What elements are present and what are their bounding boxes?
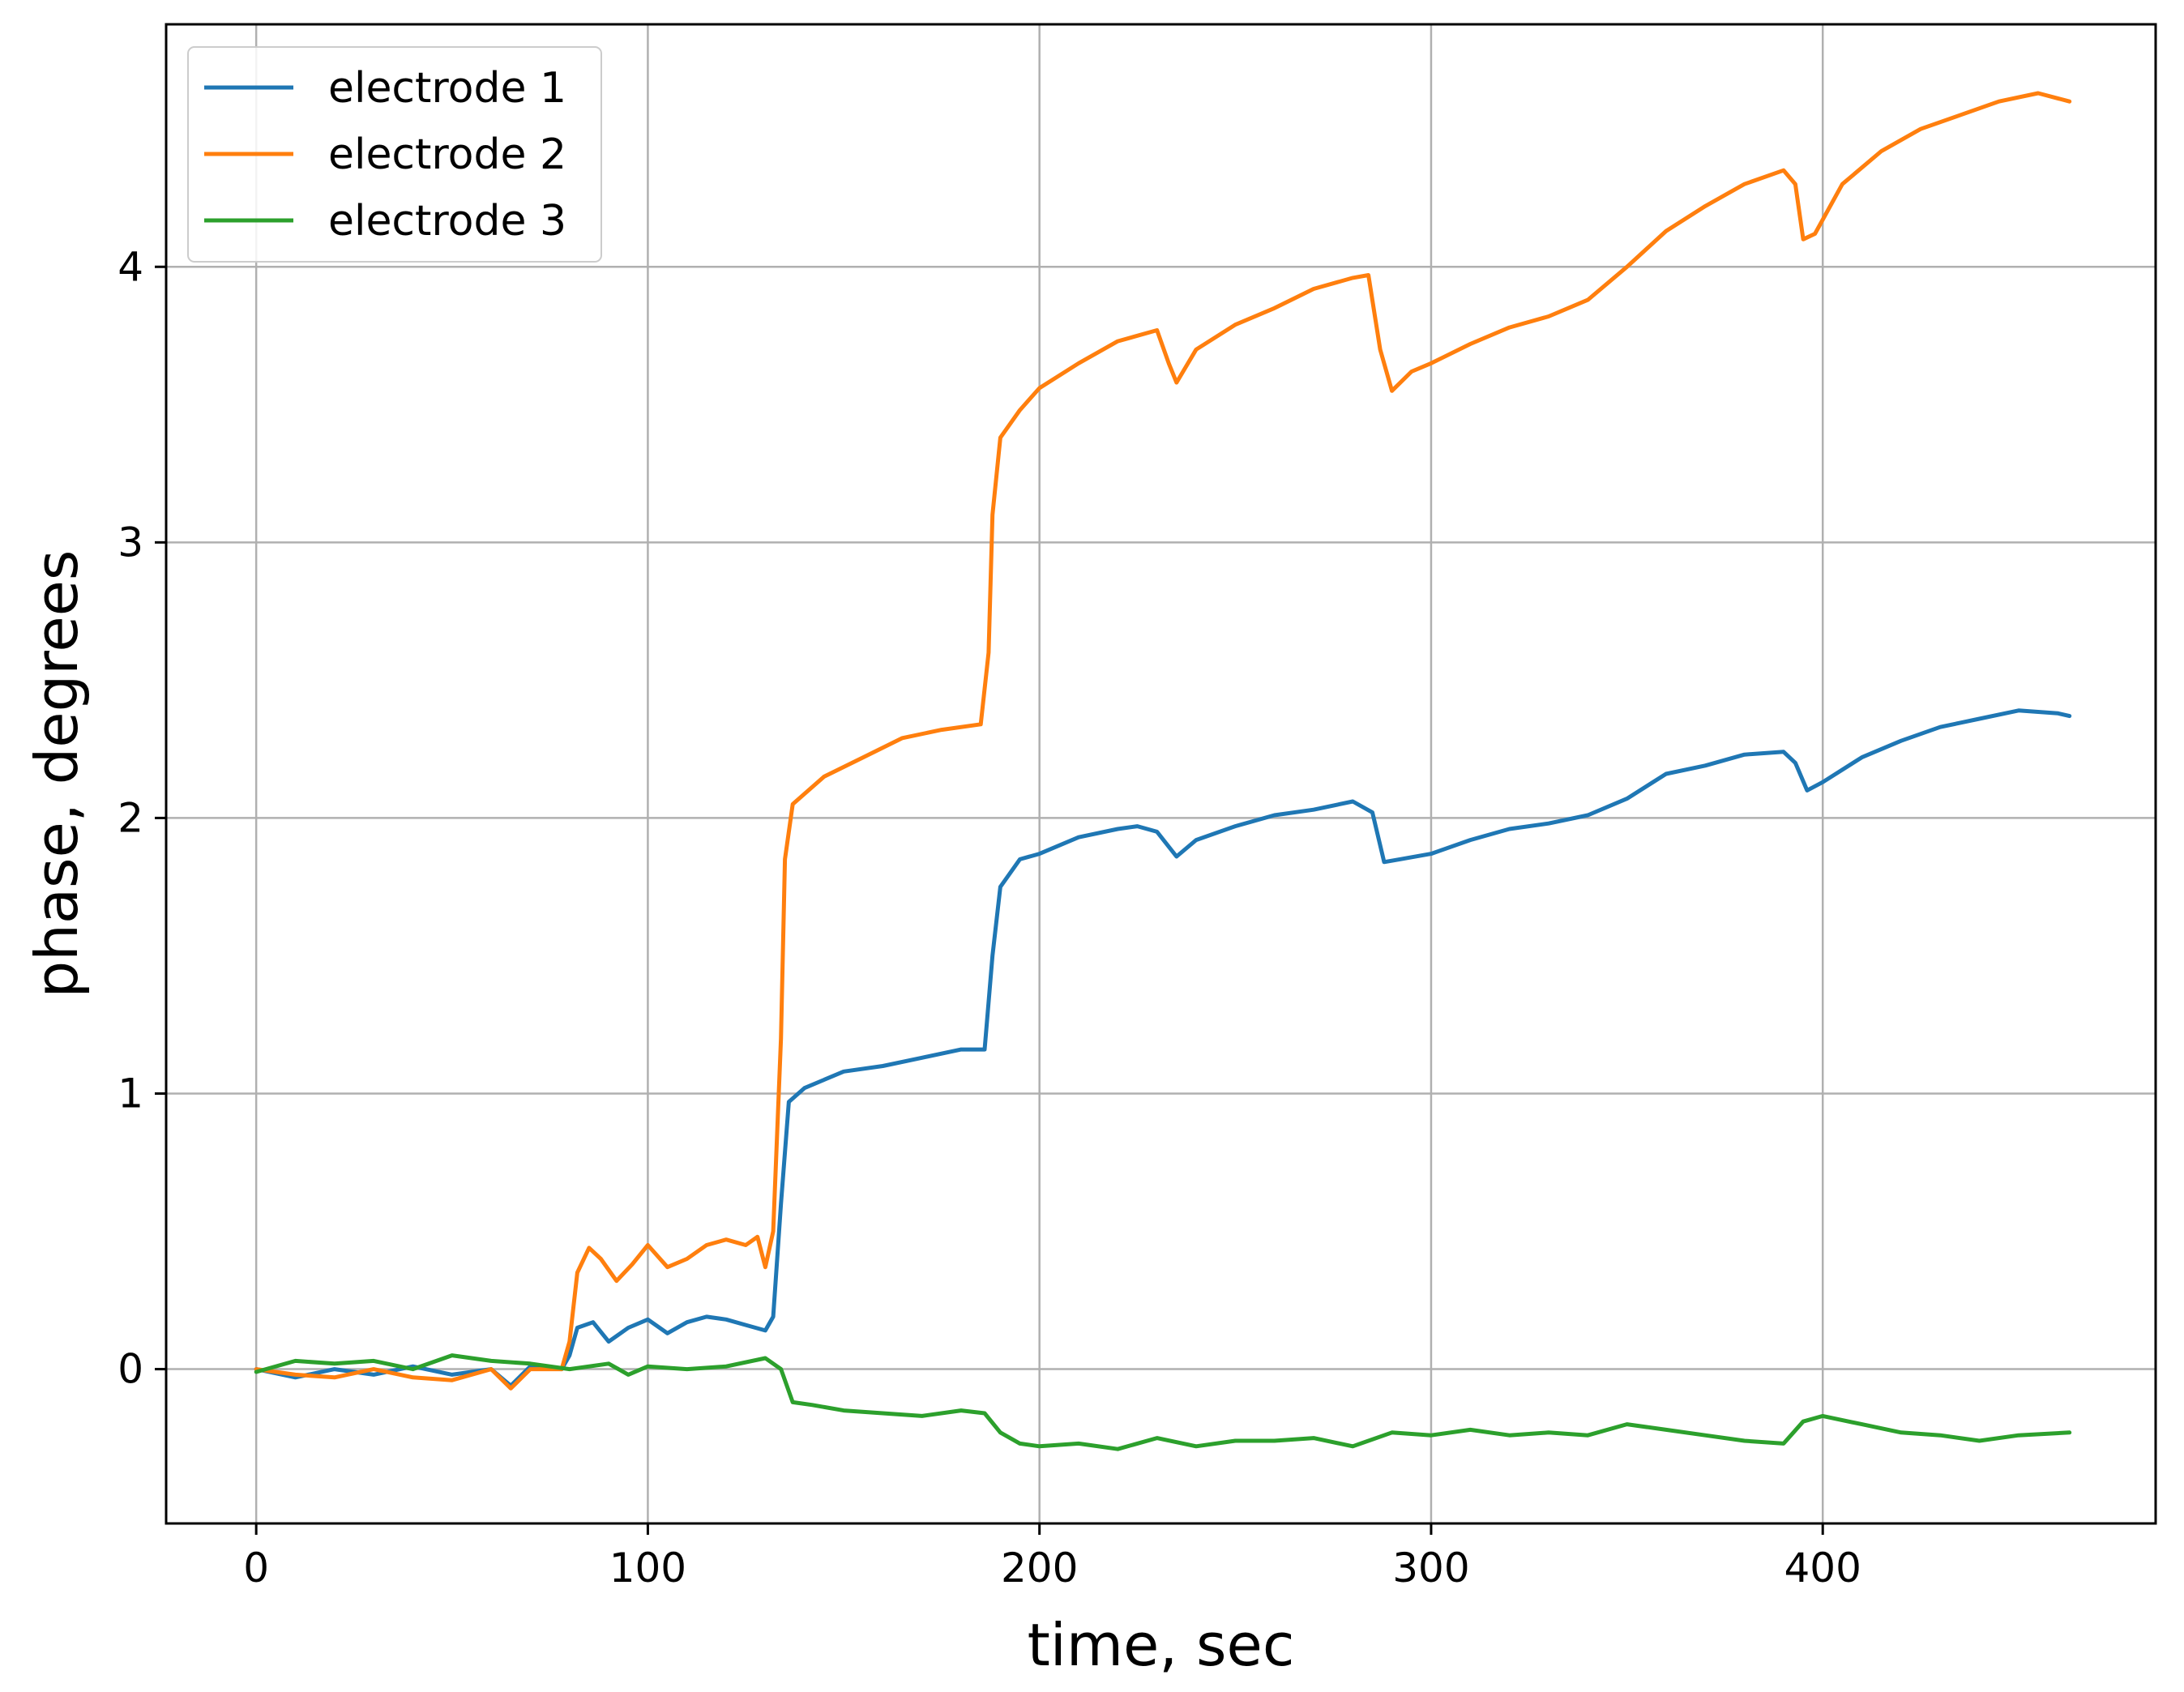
x-axis-label: time, sec [1028,1611,1295,1679]
x-tick-label: 200 [1001,1545,1078,1592]
y-axis-label: phase, degrees [23,550,91,998]
legend-label-electrode-2: electrode 2 [328,130,566,179]
x-tick-label: 300 [1392,1545,1469,1592]
x-tick-label: 400 [1784,1545,1861,1592]
legend: electrode 1 electrode 2 electrode 3 [187,46,602,263]
series-group [254,91,2072,1451]
plot-frame [165,23,2157,1525]
series-line-electrode-3 [254,1353,2072,1451]
y-tick-label: 1 [118,1070,143,1117]
axis-ticks: 0 100 200 300 400 0 1 2 3 4 [118,243,1861,1592]
y-tick-label: 3 [118,519,143,566]
x-tick-label: 0 [243,1545,269,1592]
series-line-electrode-2 [254,91,2072,1391]
grid [166,24,2156,1523]
legend-label-electrode-1: electrode 1 [328,64,566,113]
y-tick-label: 4 [118,243,143,290]
x-tick-label: 100 [609,1545,686,1592]
y-tick-label: 0 [118,1346,143,1393]
series-line-electrode-1 [254,708,2072,1388]
legend-box [187,46,602,263]
legend-label-electrode-3: electrode 3 [328,197,566,246]
y-tick-label: 2 [118,794,143,841]
